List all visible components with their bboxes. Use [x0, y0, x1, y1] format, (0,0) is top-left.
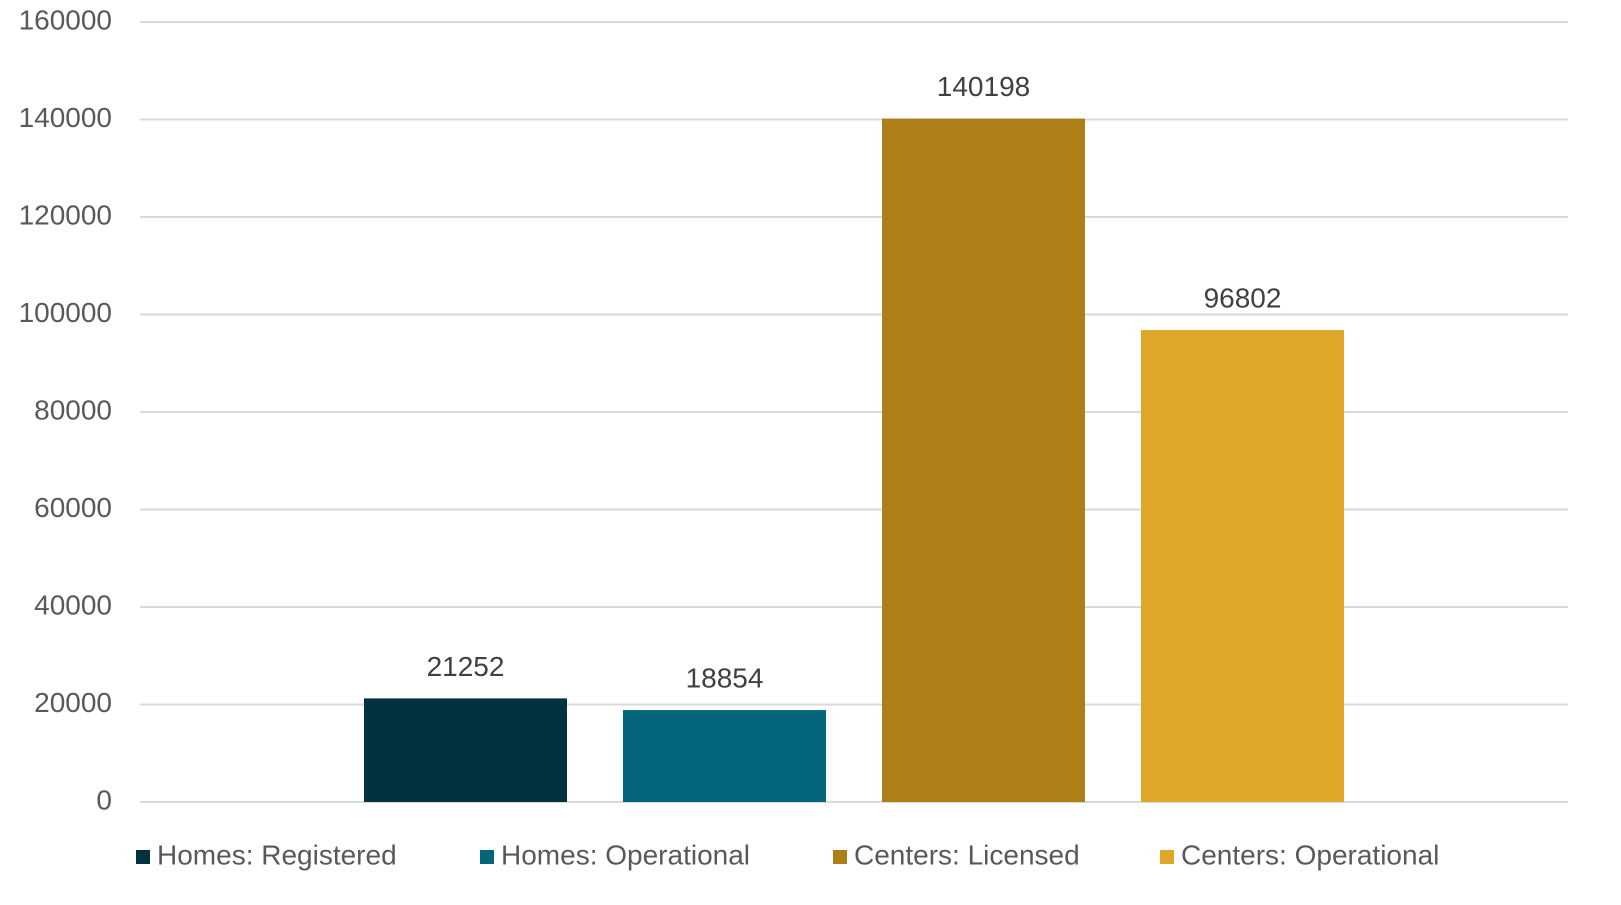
legend-swatch	[833, 850, 847, 864]
legend-swatch	[480, 850, 494, 864]
data-label: 140198	[937, 71, 1030, 102]
legend-label: Homes: Operational	[501, 839, 750, 870]
y-tick-label: 100000	[19, 297, 112, 328]
legend-label: Centers: Licensed	[854, 839, 1080, 870]
y-tick-label: 0	[96, 784, 112, 815]
y-tick-label: 80000	[34, 394, 112, 425]
y-tick-label: 120000	[19, 199, 112, 230]
data-label: 96802	[1204, 282, 1282, 313]
data-label: 21252	[427, 651, 505, 682]
legend-swatch	[1160, 850, 1174, 864]
legend-swatch	[136, 850, 150, 864]
bar	[1141, 330, 1344, 802]
data-label: 18854	[686, 662, 764, 693]
y-tick-label: 140000	[19, 102, 112, 133]
y-tick-label: 160000	[19, 4, 112, 35]
y-tick-label: 20000	[34, 687, 112, 718]
bar	[882, 118, 1085, 803]
bar	[364, 698, 567, 802]
legend-label: Centers: Operational	[1181, 839, 1439, 870]
y-tick-label: 40000	[34, 589, 112, 620]
legend-label: Homes: Registered	[157, 839, 397, 870]
y-tick-label: 60000	[34, 492, 112, 523]
bar	[623, 710, 826, 802]
